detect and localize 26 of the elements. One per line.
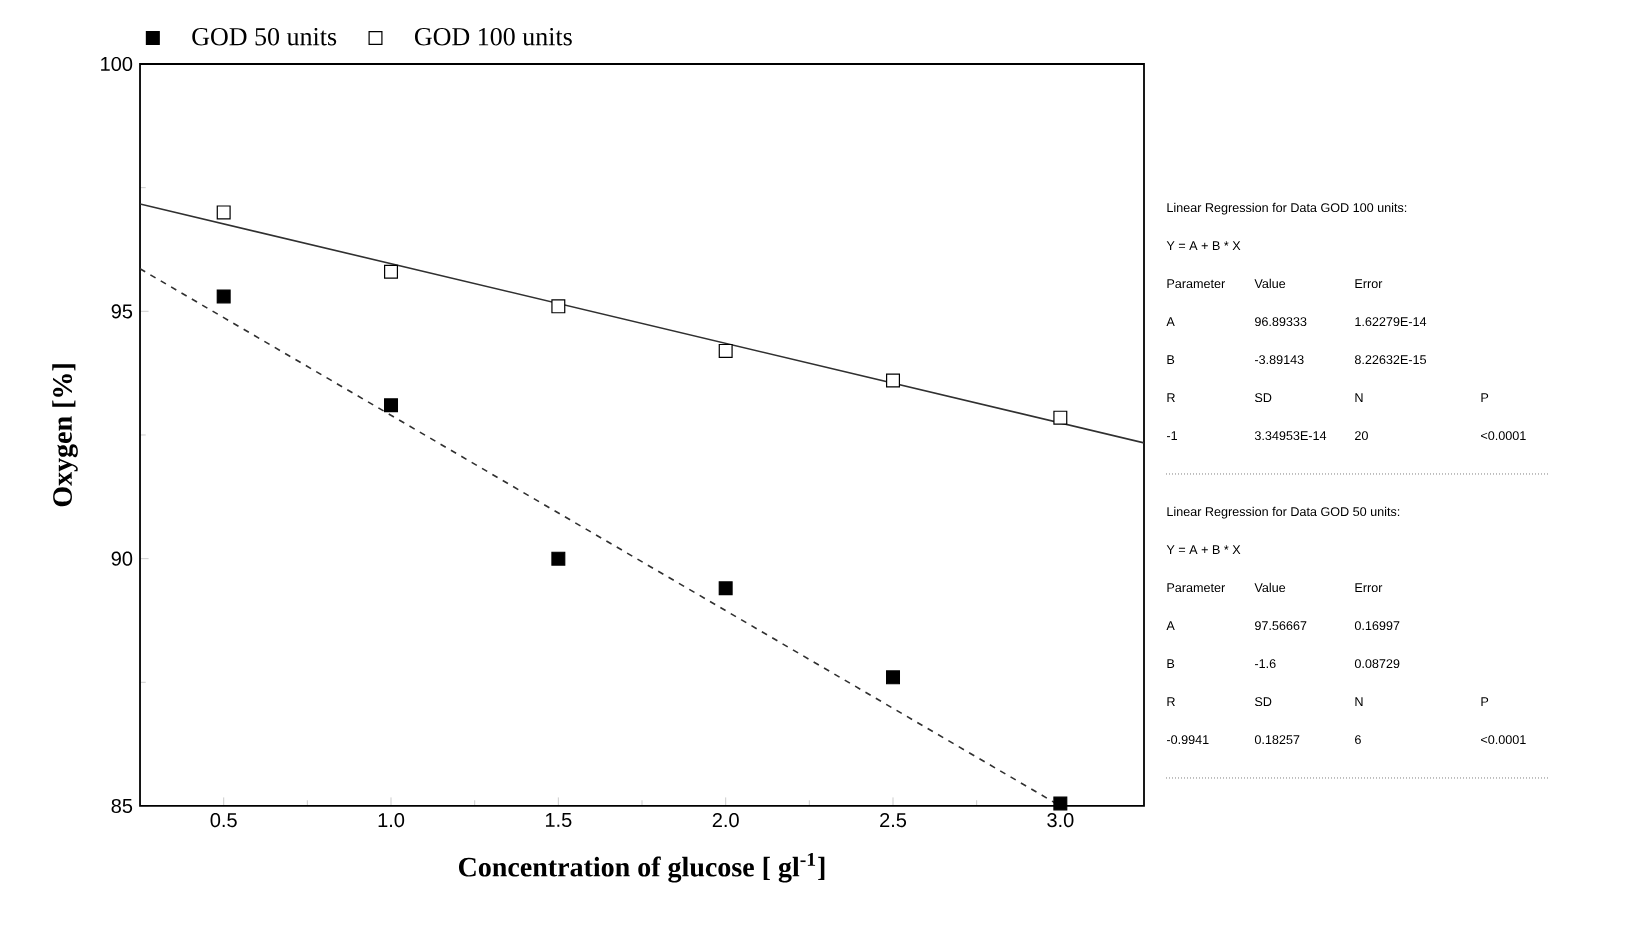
y-tick-label: 90 xyxy=(111,551,133,566)
point xyxy=(551,299,566,314)
point xyxy=(718,581,733,596)
y-tick-label: 100 xyxy=(101,56,133,72)
y-tick-label: 95 xyxy=(111,304,133,319)
legend-label: GOD 50 units xyxy=(192,27,337,46)
x-tick-label: 1.0 xyxy=(378,813,405,828)
x-tick-label: 0.5 xyxy=(210,813,237,828)
point xyxy=(384,398,399,413)
point xyxy=(1053,796,1068,811)
point xyxy=(718,343,733,358)
y-axis-title: Oxygen [%] xyxy=(52,364,78,507)
x-tick-label: 1.5 xyxy=(545,813,572,827)
legend-label: GOD 100 units xyxy=(414,27,572,46)
point xyxy=(551,551,566,566)
point xyxy=(384,264,399,279)
point xyxy=(216,205,231,220)
x-tick-label: 2.5 xyxy=(880,813,907,828)
x-tick-label: 2.0 xyxy=(712,813,739,828)
point xyxy=(886,373,901,388)
x-tick-label: 3.0 xyxy=(1047,813,1074,828)
y-tick-label: 85 xyxy=(111,798,133,814)
point xyxy=(216,289,231,304)
point xyxy=(886,670,901,685)
point xyxy=(1053,410,1068,425)
x-axis-title: Concentration of glucose [ gl$^{-1}$] xyxy=(458,852,825,883)
